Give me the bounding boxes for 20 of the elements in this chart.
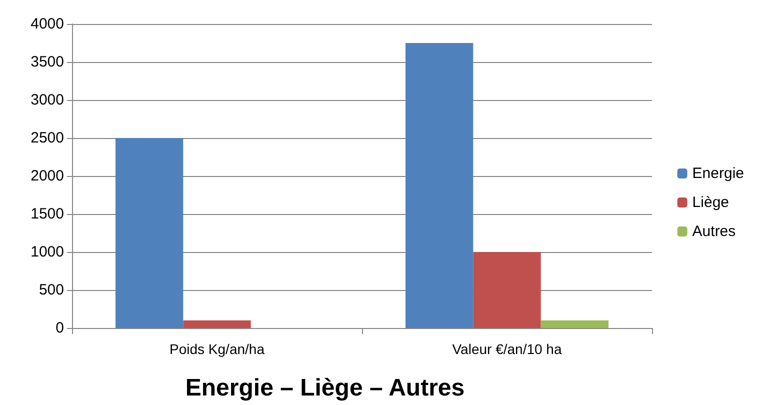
bar [116, 138, 184, 328]
y-tick-label: 1000 [30, 244, 64, 260]
text: Energie – Liège – Autres [185, 374, 465, 402]
y-tick-label: 2000 [30, 168, 64, 184]
legend-label: Liège [692, 194, 729, 211]
x-tick-label: Poids Kg/an/ha [170, 341, 265, 357]
y-tick-label: 2500 [30, 130, 64, 146]
y-tick-label: 4000 [30, 16, 64, 32]
y-tick-label: 500 [38, 282, 64, 298]
legend-label: Autres [692, 223, 736, 240]
legend-label: Energie [692, 165, 744, 182]
y-tick-label: 3500 [30, 54, 64, 70]
bar [406, 43, 474, 328]
bar [183, 320, 251, 328]
y-tick-label: 1500 [30, 206, 64, 222]
y-tick-label: 0 [56, 320, 64, 336]
y-tick-label: 3000 [30, 92, 64, 108]
bar [473, 252, 541, 328]
bar [540, 320, 608, 328]
x-tick-label: Valeur €/an/10 ha [452, 341, 562, 357]
